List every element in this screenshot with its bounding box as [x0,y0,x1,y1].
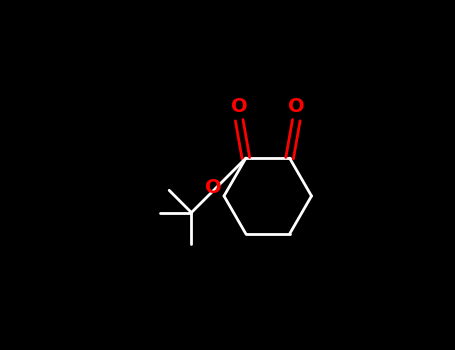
Text: O: O [288,97,305,116]
Text: O: O [205,177,222,197]
Text: O: O [231,97,248,116]
